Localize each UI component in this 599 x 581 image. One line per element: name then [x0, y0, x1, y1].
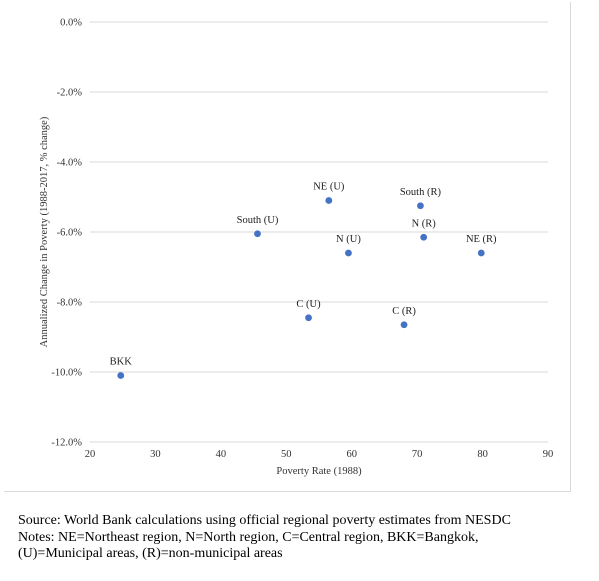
chart-frame — [4, 2, 571, 492]
notes-line-2: (U)=Municipal areas, (R)=non-municipal a… — [18, 546, 283, 561]
y-axis-title: Annualized Change in Poverty (1988-2017,… — [39, 116, 50, 347]
x-tick-label: 50 — [281, 449, 292, 460]
x-tick-label: 90 — [543, 449, 554, 460]
data-label: C (U) — [296, 299, 321, 310]
x-tick-label: 70 — [412, 449, 423, 460]
data-point — [477, 249, 485, 257]
data-label: N (R) — [412, 218, 437, 229]
source-text: Source: World Bank calculations using of… — [18, 513, 511, 528]
y-axis-ticks: 0.0% -2.0% -4.0% -6.0% -8.0% -10.0% -12.0% — [51, 18, 82, 449]
x-tick-label: 80 — [477, 449, 488, 460]
data-label: N (U) — [336, 234, 361, 245]
data-point — [305, 314, 312, 322]
data-label: NE (R) — [466, 234, 497, 245]
y-tick-label: 0.0% — [60, 18, 82, 29]
x-tick-label: 20 — [85, 449, 96, 460]
data-points — [117, 197, 485, 379]
x-tick-label: 40 — [216, 449, 227, 460]
x-axis-title: Poverty Rate (1988) — [276, 466, 362, 477]
data-point — [254, 230, 261, 238]
x-axis-ticks: 20 30 40 50 60 70 80 90 — [85, 449, 554, 460]
y-tick-label: -6.0% — [57, 228, 83, 239]
notes-line-1: Notes: NE=Northeast region, N=North regi… — [18, 529, 479, 545]
scatter-chart: 0.0% -2.0% -4.0% -6.0% -8.0% -10.0% -12.0% 20 3… — [39, 18, 554, 478]
data-label: South (R) — [400, 187, 442, 198]
gridlines — [90, 21, 548, 443]
data-label: C (R) — [392, 306, 416, 317]
data-label: South (U) — [237, 215, 279, 226]
y-tick-label: -10.0% — [51, 368, 82, 379]
source-notes: Source: World Bank calculations using of… — [18, 513, 593, 563]
y-tick-label: -4.0% — [57, 158, 83, 169]
data-point — [325, 197, 333, 204]
data-point — [117, 372, 125, 379]
point-labels: BKK South (U) C (U) NE (U) N (U) C (R) South (… — [110, 182, 497, 368]
y-tick-label: -2.0% — [57, 88, 83, 99]
data-label: BKK — [110, 357, 133, 368]
data-point — [417, 202, 424, 210]
y-tick-label: -12.0% — [51, 438, 82, 449]
data-label: NE (U) — [313, 182, 345, 193]
x-tick-label: 30 — [150, 449, 161, 460]
data-point — [345, 249, 352, 257]
data-point — [400, 321, 408, 329]
y-tick-label: -8.0% — [57, 298, 83, 309]
data-point — [420, 233, 428, 241]
x-tick-label: 60 — [346, 449, 357, 460]
